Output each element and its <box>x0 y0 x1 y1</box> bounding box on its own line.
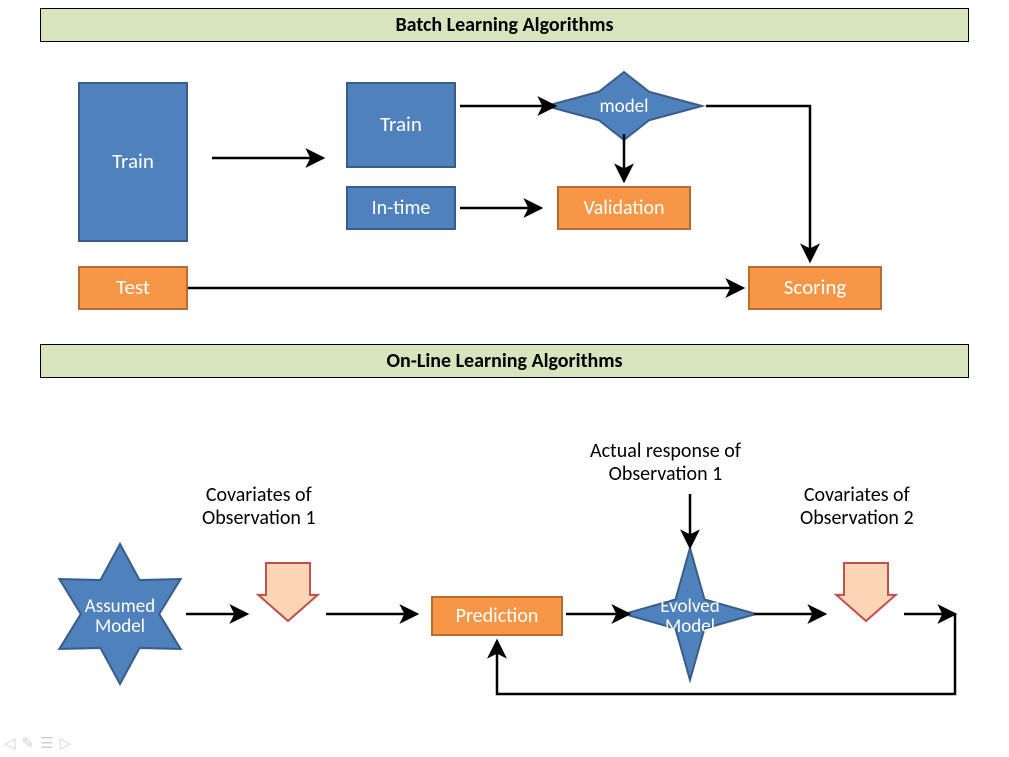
banner-online: On-Line Learning Algorithms <box>40 344 969 378</box>
box-validation: Validation <box>557 186 691 230</box>
box-in-time: In-time <box>346 186 456 230</box>
box-train-big: Train <box>78 82 188 242</box>
label-covariates-2: Covariates ofObservation 2 <box>800 484 914 530</box>
nav-next-icon[interactable]: ▷ <box>60 734 72 753</box>
box-test: Test <box>78 266 188 310</box>
svg-text:EvolvedModel: EvolvedModel <box>660 595 719 638</box>
label-actual-response: Actual response ofObservation 1 <box>590 440 741 486</box>
nav-prev-icon[interactable]: ◁ <box>4 734 16 753</box>
svg-text:AssumedModel: AssumedModel <box>85 595 155 638</box>
label-covariates-1: Covariates ofObservation 1 <box>202 484 316 530</box>
box-train-small: Train <box>346 82 456 168</box>
nav-edit-icon[interactable]: ✎ <box>22 734 35 753</box>
nav-icons: ◁ ✎ ☰ ▷ <box>4 734 71 753</box>
box-scoring: Scoring <box>748 266 882 310</box>
svg-text:model: model <box>600 95 649 118</box>
nav-list-icon[interactable]: ☰ <box>40 734 53 753</box>
banner-batch: Batch Learning Algorithms <box>40 8 969 42</box>
box-prediction: Prediction <box>431 596 563 636</box>
